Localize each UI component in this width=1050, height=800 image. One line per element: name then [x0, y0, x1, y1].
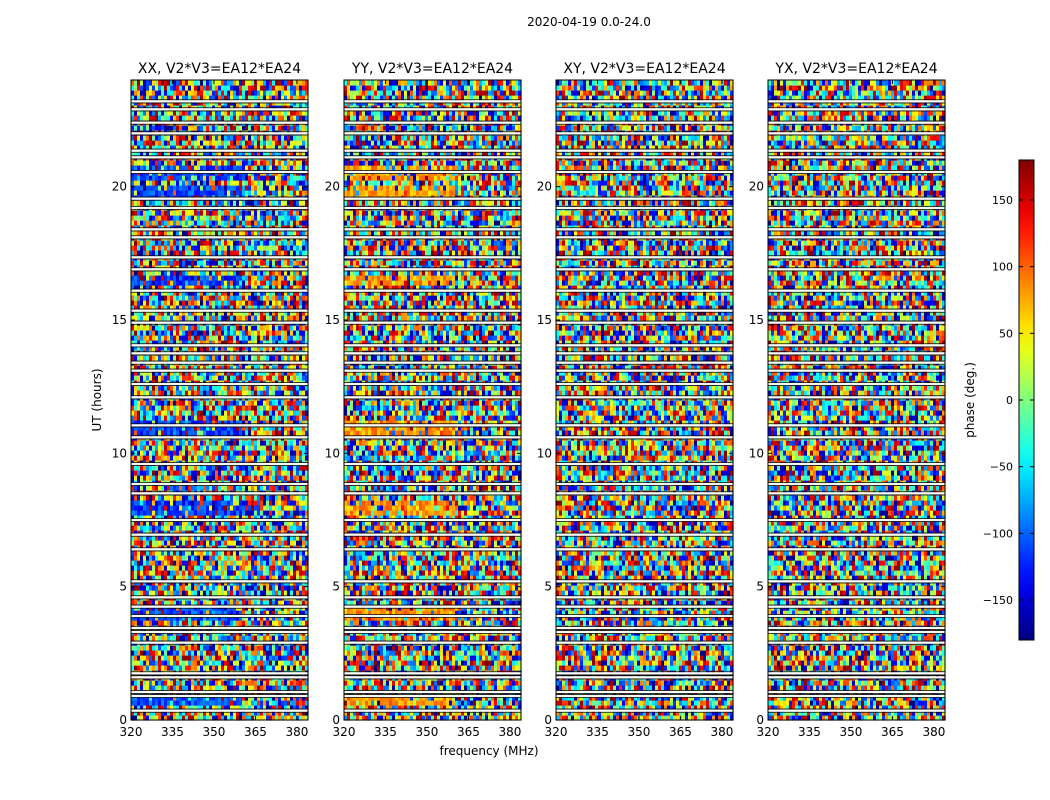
figure: 2020-04-19 0.0-24.0 XX, V2*V3=EA12*EA243…	[0, 0, 1050, 800]
phase-heatmap	[131, 80, 309, 721]
figure-title: 2020-04-19 0.0-24.0	[527, 15, 651, 29]
